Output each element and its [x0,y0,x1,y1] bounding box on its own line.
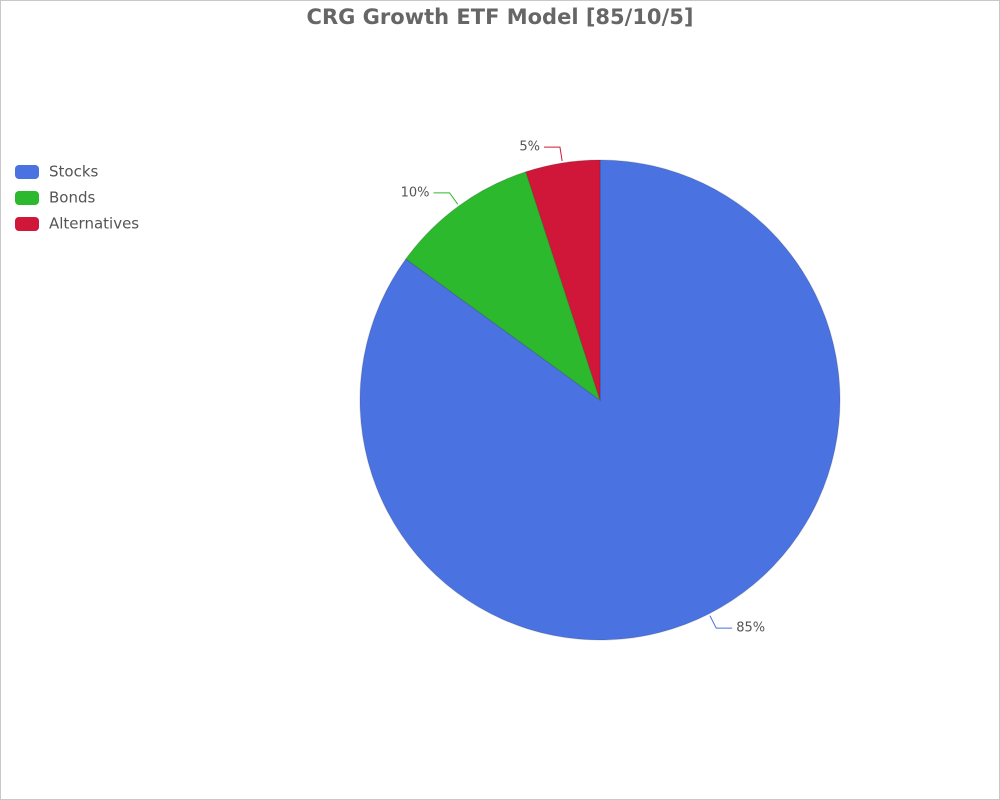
chart-title: CRG Growth ETF Model [85/10/5] [307,5,694,29]
legend-label: Alternatives [49,215,139,233]
label-leader [709,615,733,629]
label-leader [433,192,459,205]
data-label: 10% [401,185,430,200]
pie-slice [405,171,601,402]
legend-swatch [15,217,39,231]
label-leader [543,146,563,162]
data-label: 85% [736,621,765,636]
pie-slice [359,159,841,641]
data-label: 5% [519,140,540,155]
legend-swatch [15,191,39,205]
legend-swatch [15,165,39,179]
pie-slice [525,159,601,401]
legend-label: Stocks [49,163,99,181]
legend-label: Bonds [49,189,95,207]
